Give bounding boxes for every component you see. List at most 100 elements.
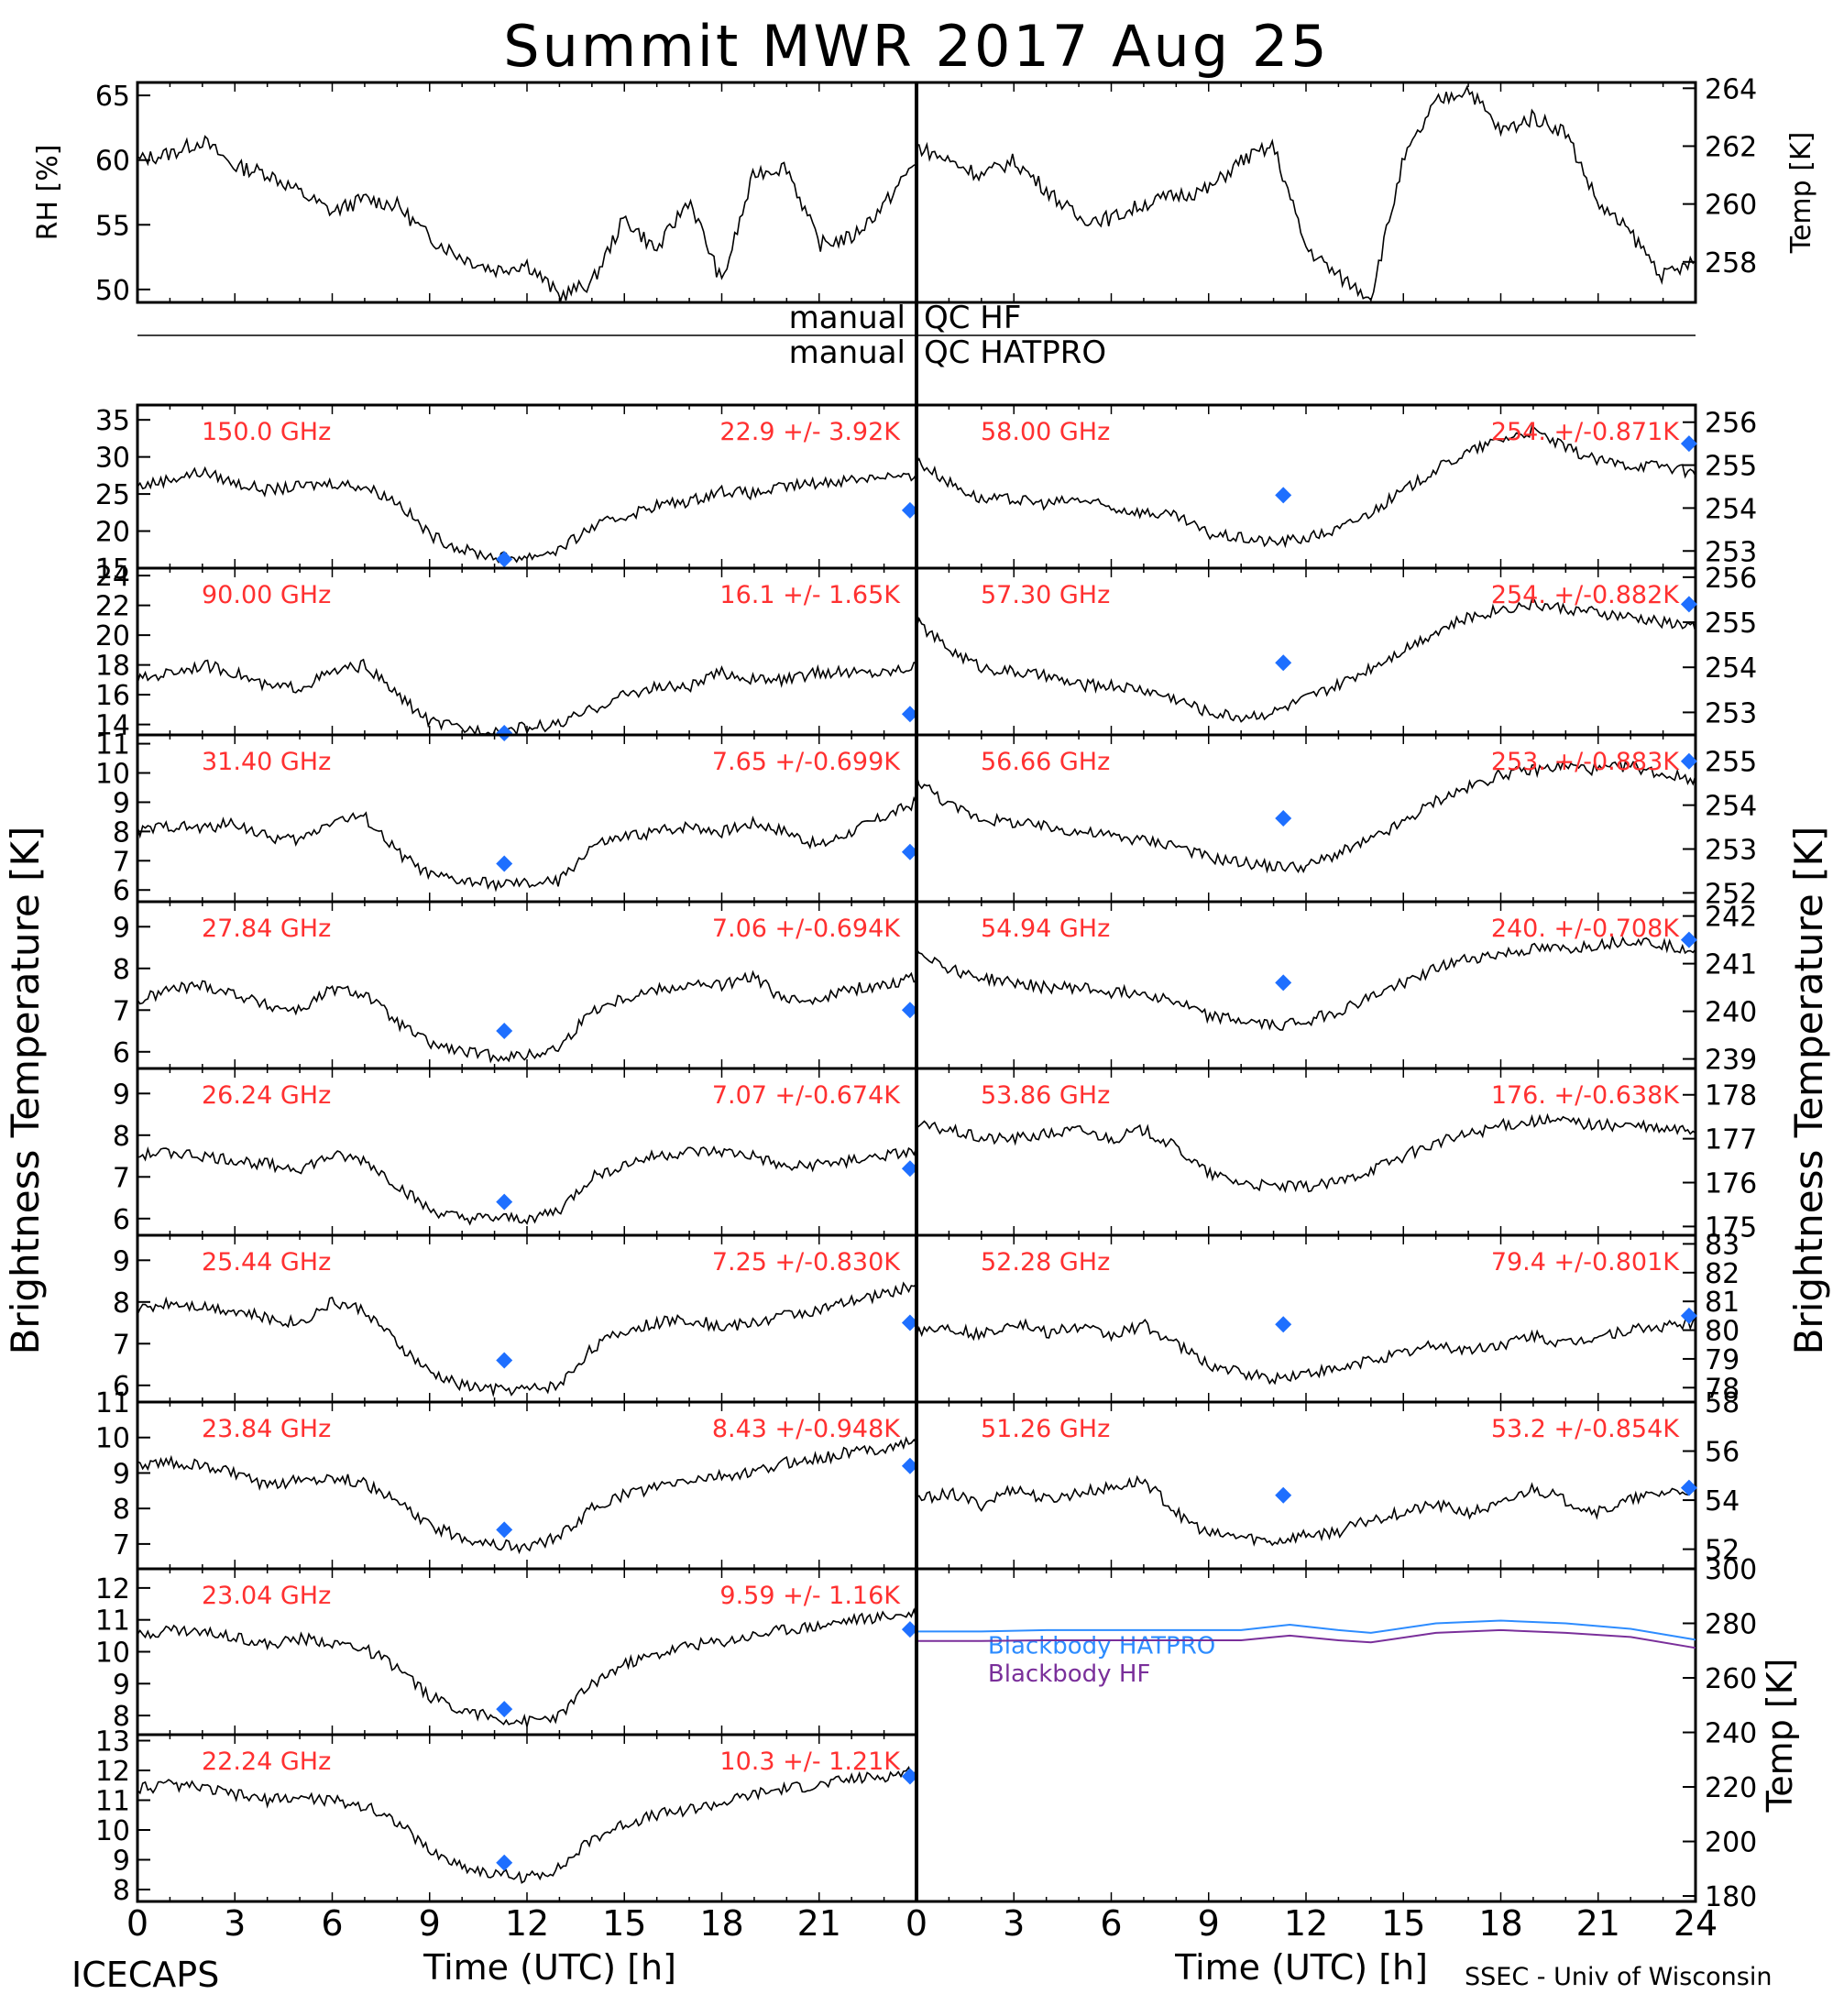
ytick-label: 8 — [113, 816, 130, 849]
ytick-label: 60 — [95, 146, 130, 178]
stats-label: 254. +/-0.882K — [1491, 581, 1680, 609]
sounding-marker — [496, 855, 513, 872]
panel-ch27: 6 7 8 9 27.84 GHz 7.06 +/-0.694K — [113, 900, 918, 1070]
panel-temp: 258 260 262 264 Temp [K] — [915, 73, 1817, 304]
stats-label: 10.3 +/- 1.21K — [719, 1748, 901, 1776]
sounding-marker — [496, 1193, 513, 1211]
xtick-label-right: 9 — [1198, 1903, 1220, 1944]
ytick-label: 9 — [113, 1669, 130, 1701]
left-big-ylabel: Brightness Temperature [K] — [3, 827, 48, 1355]
stats-label: 254. +/-0.871K — [1491, 418, 1680, 446]
ylabel-temp: Temp [K] — [1785, 132, 1817, 255]
sounding-marker — [1680, 931, 1697, 948]
stats-label: 53.2 +/-0.854K — [1491, 1415, 1680, 1443]
stats-label: 7.07 +/-0.674K — [712, 1081, 901, 1110]
ytick-label: 8 — [113, 1875, 130, 1907]
ytick-label: 9 — [113, 912, 130, 944]
ytick-label: 54 — [1705, 1485, 1740, 1517]
ytick-label: 175 — [1705, 1211, 1757, 1244]
ytick-label: 252 — [1705, 878, 1757, 910]
xtick-label-right: 15 — [1381, 1903, 1425, 1944]
series-ch52_28 — [916, 1315, 1696, 1386]
sounding-marker — [1275, 974, 1292, 992]
stats-label: 22.9 +/- 3.92K — [719, 418, 901, 446]
sounding-marker — [901, 706, 918, 723]
stats-label: 7.65 +/-0.699K — [712, 748, 901, 776]
ytick-label: 256 — [1705, 408, 1757, 440]
ytick-label: 55 — [95, 210, 130, 242]
ytick-label: 30 — [95, 443, 130, 475]
panel-ch57_3: 253 254 255 256 57.30 GHz 254. +/-0.882K — [915, 563, 1757, 737]
panel-ch58: 253 254 255 256 58.00 GHz 254. +/-0.871K — [915, 403, 1757, 570]
sounding-marker — [901, 1002, 918, 1019]
sounding-marker — [496, 1854, 513, 1871]
ytick-label: 264 — [1705, 73, 1757, 105]
ytick-label: 9 — [113, 787, 130, 819]
channel-label: 22.24 GHz — [202, 1748, 331, 1776]
ytick-label: 10 — [95, 759, 130, 791]
channel-label: 23.84 GHz — [202, 1415, 331, 1443]
xtick-label-right: 18 — [1478, 1903, 1522, 1944]
ytick-label: 56 — [1705, 1437, 1740, 1469]
channel-label: 31.40 GHz — [202, 748, 331, 776]
channel-label: 26.24 GHz — [202, 1081, 331, 1110]
ytick-label: 254 — [1705, 652, 1757, 685]
sounding-marker — [1680, 1307, 1697, 1324]
channel-label: 23.04 GHz — [202, 1582, 331, 1610]
panel-bb: 180 200 220 240 260 280 300 Temp [K] Blackbody H… — [915, 1554, 1800, 1913]
channel-label: 51.26 GHz — [981, 1415, 1110, 1443]
channel-label: 56.66 GHz — [981, 748, 1110, 776]
sounding-marker — [901, 1621, 918, 1638]
ytick-label: 65 — [95, 81, 130, 113]
xtick-label-right: 21 — [1576, 1903, 1620, 1944]
channel-label: 54.94 GHz — [981, 915, 1110, 943]
legend-bb-hatpro: Blackbody HATPRO — [988, 1632, 1215, 1660]
xtick-label-right: 0 — [906, 1903, 927, 1944]
series-ch90 — [137, 658, 917, 737]
xtick-label-left: 0 — [126, 1903, 148, 1944]
series-ch51_26 — [916, 1474, 1696, 1547]
ytick-label: 11 — [95, 1605, 130, 1638]
ytick-label: 260 — [1705, 1663, 1757, 1695]
ytick-label: 280 — [1705, 1609, 1757, 1641]
ytick-label: 9 — [113, 1846, 130, 1878]
ytick-label: 50 — [95, 275, 130, 307]
ytick-label: 7 — [113, 995, 130, 1027]
stats-label: 8.43 +/-0.948K — [712, 1415, 901, 1443]
ytick-label: 8 — [113, 1494, 130, 1526]
sounding-marker — [901, 1457, 918, 1474]
series-blackbody-hf — [916, 1628, 1696, 1649]
ytick-label: 178 — [1705, 1080, 1757, 1112]
stats-label: 253. +/-0.883K — [1491, 748, 1680, 776]
series-temp — [916, 84, 1696, 302]
sounding-marker — [901, 1768, 918, 1785]
series-ch54_94 — [916, 934, 1696, 1031]
ytick-label: 7 — [113, 1162, 130, 1194]
ytick-label: 242 — [1705, 902, 1757, 934]
xtick-label-left: 12 — [505, 1903, 549, 1944]
series-ch58 — [916, 424, 1696, 549]
sounding-marker — [1680, 752, 1697, 770]
series-ch53_86 — [916, 1112, 1696, 1194]
series-ch31 — [137, 795, 917, 893]
ytick-label: 78 — [1705, 1373, 1740, 1405]
series-ch22_24 — [137, 1765, 917, 1884]
qc-hf-right-label: QC HF — [924, 300, 1021, 336]
ylabel-bb: Temp [K] — [1760, 1659, 1800, 1813]
ytick-label: 20 — [95, 517, 130, 549]
ytick-label: 12 — [95, 1756, 130, 1788]
panel-ch56_66: 252 253 254 255 56.66 GHz 253. +/-0.883K — [915, 733, 1757, 910]
ytick-label: 8 — [113, 1287, 130, 1320]
panel-rh: 50 55 60 65 RH [%] — [32, 81, 918, 307]
series-ch23_84 — [137, 1436, 917, 1555]
ytick-label: 240 — [1705, 997, 1757, 1029]
series-blackbody-hatpro — [916, 1619, 1696, 1641]
stats-label: 7.25 +/-0.830K — [712, 1248, 901, 1276]
panel-ch150: 15 20 25 30 35 150.0 GHz 22.9 +/- 3.92K — [95, 403, 918, 586]
ytick-label: 25 — [95, 479, 130, 511]
stats-label: 176. +/-0.638K — [1491, 1081, 1680, 1110]
